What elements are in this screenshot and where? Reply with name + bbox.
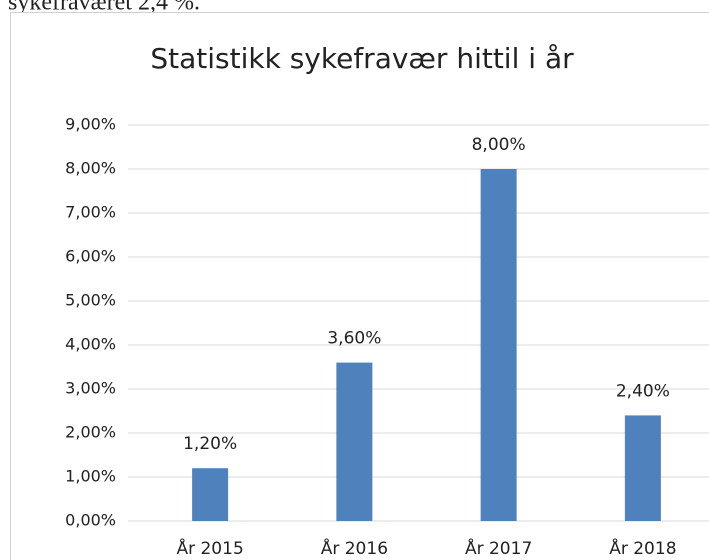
- value-label: 2,40%: [616, 381, 670, 401]
- y-tick-label: 2,00%: [65, 423, 116, 442]
- x-tick-label: År 2016: [321, 537, 388, 559]
- bar: [192, 468, 229, 521]
- value-label: 3,60%: [327, 329, 381, 349]
- y-tick-label: 6,00%: [65, 247, 116, 266]
- y-tick-label: 3,00%: [65, 379, 116, 398]
- y-tick-label: 1,00%: [65, 467, 116, 486]
- y-tick-label: 4,00%: [65, 335, 116, 354]
- y-tick-label: 0,00%: [65, 511, 116, 530]
- x-tick-label: År 2018: [609, 537, 676, 559]
- bar: [624, 415, 661, 521]
- chart-title: Statistikk sykefravær hittil i år: [150, 42, 574, 75]
- x-tick-label: År 2015: [176, 537, 243, 559]
- y-tick-label: 7,00%: [65, 203, 116, 222]
- bar: [336, 362, 373, 521]
- value-label: 1,20%: [183, 434, 237, 454]
- y-tick-label: 5,00%: [65, 291, 116, 310]
- bar: [480, 169, 517, 521]
- y-tick-label: 9,00%: [65, 115, 116, 134]
- y-tick-label: 8,00%: [65, 159, 116, 178]
- x-tick-label: År 2017: [465, 537, 532, 559]
- value-label: 8,00%: [472, 135, 526, 155]
- page-text: sykefraværet 2,4 %.: [8, 0, 200, 16]
